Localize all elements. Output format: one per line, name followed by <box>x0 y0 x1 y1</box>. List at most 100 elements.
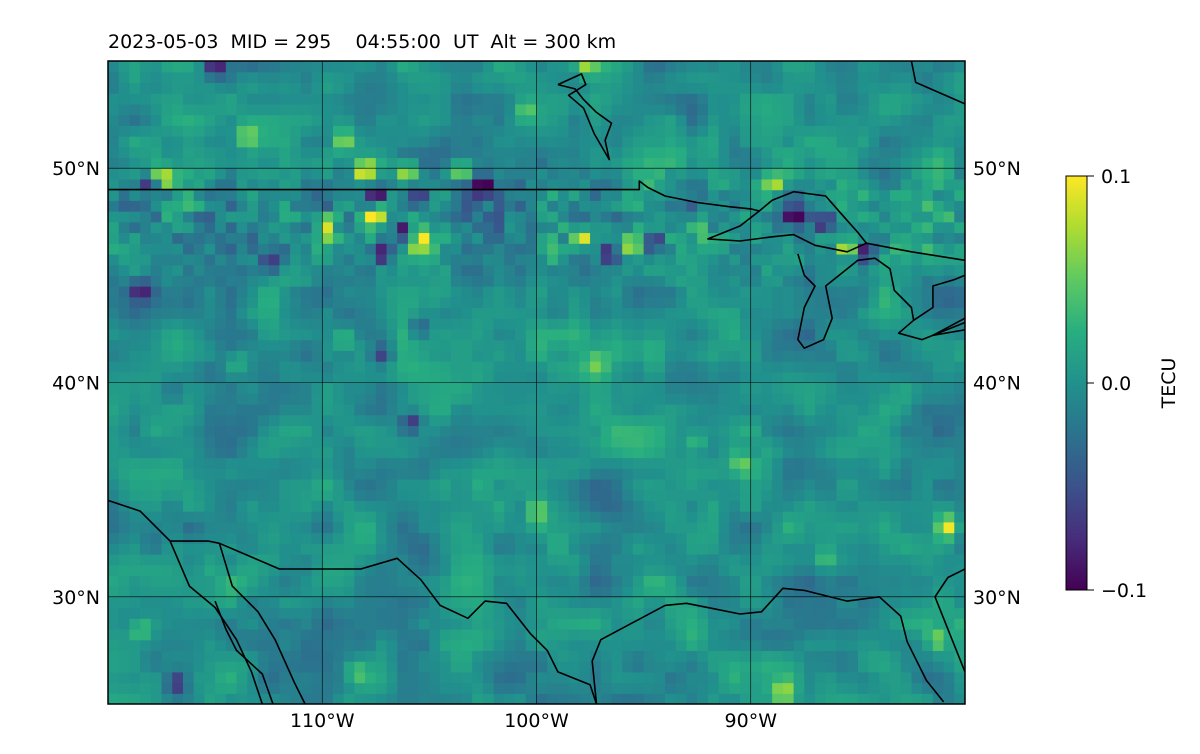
heatmap-cell <box>450 339 463 351</box>
heatmap-cell <box>622 296 634 309</box>
heatmap-cell <box>579 318 591 330</box>
heatmap-cell <box>707 243 720 255</box>
heatmap-cell <box>900 618 913 630</box>
heatmap-cell <box>782 243 795 255</box>
heatmap-cell <box>825 618 838 630</box>
heatmap-cell <box>750 693 763 704</box>
heatmap-cell <box>665 564 677 576</box>
heatmap-cell <box>847 103 859 116</box>
heatmap-cell <box>579 264 591 276</box>
heatmap-cell <box>772 575 784 587</box>
heatmap-cell <box>750 575 763 587</box>
heatmap-cell <box>108 671 120 684</box>
heatmap-cell <box>793 682 805 694</box>
heatmap-cell <box>279 457 291 469</box>
heatmap-cell <box>847 61 859 73</box>
heatmap-cell <box>493 232 505 244</box>
heatmap-cell <box>750 468 763 480</box>
heatmap-cell <box>525 575 538 587</box>
heatmap-cell <box>815 575 827 587</box>
heatmap-cell <box>857 243 870 255</box>
heatmap-cell <box>440 650 452 662</box>
heatmap-cell <box>579 393 591 405</box>
heatmap-cell <box>440 350 452 362</box>
heatmap-cell <box>761 532 773 544</box>
heatmap-cell <box>707 575 720 587</box>
heatmap-cell <box>279 618 291 630</box>
heatmap-cell <box>857 414 870 426</box>
heatmap-cell <box>322 82 334 94</box>
heatmap-cell <box>911 586 923 598</box>
heatmap-cell <box>365 671 377 684</box>
heatmap-cell <box>718 168 730 180</box>
heatmap-cell <box>193 125 206 137</box>
heatmap-cell <box>343 296 355 309</box>
heatmap-cell <box>836 532 848 544</box>
heatmap-cell <box>386 403 398 416</box>
heatmap-cell <box>675 264 688 276</box>
heatmap-cell <box>375 189 388 201</box>
heatmap-cell <box>793 639 805 652</box>
heatmap-cell <box>557 414 570 426</box>
heatmap-cell <box>365 221 377 234</box>
heatmap-cell <box>825 253 838 266</box>
heatmap-cell <box>386 93 398 105</box>
heatmap-cell <box>922 596 934 609</box>
heatmap-cell <box>900 607 913 619</box>
heatmap-cell <box>868 661 880 673</box>
heatmap-cell <box>161 275 173 287</box>
heatmap-cell <box>504 639 516 652</box>
heatmap-cell <box>161 93 173 105</box>
heatmap-cell <box>236 489 248 501</box>
heatmap-cell <box>386 682 398 694</box>
y-tick-label-left: 40°N <box>52 373 100 395</box>
heatmap-cell <box>140 243 152 255</box>
heatmap-cell <box>450 693 463 704</box>
heatmap-cell <box>440 596 452 609</box>
heatmap-cell <box>804 478 816 491</box>
heatmap-cell <box>322 318 334 330</box>
heatmap-cell <box>375 393 388 405</box>
heatmap-cell <box>172 586 184 598</box>
heatmap-cell <box>450 275 463 287</box>
heatmap-cell <box>793 136 805 148</box>
heatmap-cell <box>515 178 527 191</box>
heatmap-cell <box>761 500 773 512</box>
heatmap-cell <box>547 639 559 652</box>
heatmap-cell <box>279 232 291 244</box>
heatmap-cell <box>375 414 388 426</box>
heatmap-cell <box>911 382 923 394</box>
heatmap-cell <box>225 361 238 373</box>
heatmap-cell <box>182 628 195 641</box>
heatmap-cell <box>600 136 613 148</box>
heatmap-cell <box>857 114 870 126</box>
heatmap-cell <box>236 146 248 159</box>
heatmap-cell <box>890 586 902 598</box>
heatmap-cell <box>568 414 580 426</box>
heatmap-cell <box>793 457 805 469</box>
heatmap-cell <box>782 275 795 287</box>
heatmap-cell <box>515 296 527 309</box>
heatmap-cell <box>815 618 827 630</box>
heatmap-cell <box>386 264 398 276</box>
heatmap-cell <box>247 296 259 309</box>
heatmap-cell <box>322 371 334 384</box>
heatmap-cell <box>654 157 666 169</box>
heatmap-cell <box>472 596 484 609</box>
heatmap-cell <box>686 350 698 362</box>
heatmap-cell <box>375 446 388 459</box>
heatmap-cell <box>632 71 645 84</box>
heatmap-cell <box>740 682 752 694</box>
heatmap-cell <box>440 200 452 212</box>
heatmap-cell <box>793 221 805 234</box>
heatmap-cell <box>857 457 870 469</box>
heatmap-cell <box>890 146 902 159</box>
heatmap-cell <box>257 296 270 309</box>
heatmap-cell <box>793 125 805 137</box>
heatmap-cell <box>332 136 345 148</box>
heatmap-cell <box>290 114 302 126</box>
heatmap-cell <box>536 211 548 223</box>
heatmap-cell <box>793 446 805 459</box>
heatmap-cell <box>172 682 184 694</box>
heatmap-cell <box>729 157 741 169</box>
